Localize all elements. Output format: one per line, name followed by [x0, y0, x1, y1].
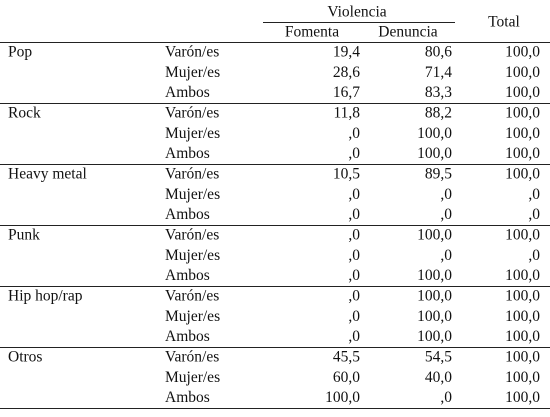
genre: Rock [8, 105, 41, 122]
fomenta-cell: 16,7 [333, 84, 360, 101]
genre: Pop [8, 44, 32, 61]
gender-cell: Ambos [165, 145, 210, 162]
fomenta-cell: 60,0 [333, 369, 360, 386]
fomenta-cell: ,0 [348, 247, 360, 264]
gender-cell: Mujer/es [165, 125, 220, 142]
total-cell: 100,0 [505, 44, 540, 61]
column-header: Denuncia [378, 24, 438, 41]
fomenta-cell: ,0 [348, 186, 360, 203]
total-cell: 100,0 [505, 125, 540, 142]
denuncia-cell: 100,0 [417, 328, 452, 345]
fomenta-cell: ,0 [348, 206, 360, 223]
total-cell: 100,0 [505, 267, 540, 284]
fomenta-cell: 100,0 [325, 389, 360, 406]
denuncia-cell: 80,6 [425, 44, 452, 61]
denuncia-cell: 100,0 [417, 288, 452, 305]
total-cell: 100,0 [505, 227, 540, 244]
gender-cell: Ambos [165, 389, 210, 406]
total-cell: 100,0 [505, 328, 540, 345]
fomenta-cell: ,0 [348, 267, 360, 284]
gender-cell: Varón/es [165, 44, 219, 61]
gender-cell: Mujer/es [165, 247, 220, 264]
total-cell: ,0 [528, 247, 540, 264]
total-cell: 100,0 [505, 369, 540, 386]
fomenta-cell: ,0 [348, 308, 360, 325]
fomenta-cell: 11,8 [333, 105, 360, 122]
gender-cell: Varón/es [165, 105, 219, 122]
denuncia-cell: ,0 [440, 186, 452, 203]
genre: Hip hop/rap [8, 288, 83, 305]
genre: Otros [8, 349, 42, 366]
genre: Punk [8, 227, 40, 244]
denuncia-cell: 100,0 [417, 267, 452, 284]
gender-cell: Varón/es [165, 349, 219, 366]
denuncia-cell: 40,0 [425, 369, 452, 386]
fomenta-cell: ,0 [348, 145, 360, 162]
total-cell: 100,0 [505, 389, 540, 406]
denuncia-cell: 89,5 [425, 166, 452, 183]
genre: Heavy metal [8, 166, 87, 183]
total-cell: 100,0 [505, 84, 540, 101]
fomenta-cell: 19,4 [333, 44, 360, 61]
fomenta-cell: ,0 [348, 328, 360, 345]
gender-cell: Varón/es [165, 288, 219, 305]
gender-cell: Ambos [165, 84, 210, 101]
denuncia-cell: ,0 [440, 206, 452, 223]
gender-cell: Ambos [165, 267, 210, 284]
gender-cell: Mujer/es [165, 186, 220, 203]
total-cell: 100,0 [505, 349, 540, 366]
denuncia-cell: 71,4 [425, 64, 452, 81]
total-cell: ,0 [528, 186, 540, 203]
fomenta-cell: 10,5 [333, 166, 360, 183]
denuncia-cell: 88,2 [425, 105, 452, 122]
denuncia-cell: 100,0 [417, 145, 452, 162]
total-cell: 100,0 [505, 288, 540, 305]
total-cell: 100,0 [505, 166, 540, 183]
column-header: Total [488, 14, 520, 31]
total-cell: ,0 [528, 206, 540, 223]
fomenta-cell: 45,5 [333, 349, 360, 366]
fomenta-cell: ,0 [348, 125, 360, 142]
denuncia-cell: ,0 [440, 389, 452, 406]
denuncia-cell: 100,0 [417, 125, 452, 142]
denuncia-cell: 54,5 [425, 349, 452, 366]
gender-cell: Mujer/es [165, 64, 220, 81]
fomenta-cell: ,0 [348, 288, 360, 305]
group-header: Violencia [327, 4, 386, 21]
gender-cell: Varón/es [165, 166, 219, 183]
total-cell: 100,0 [505, 105, 540, 122]
gender-cell: Ambos [165, 328, 210, 345]
total-cell: 100,0 [505, 308, 540, 325]
total-cell: 100,0 [505, 145, 540, 162]
column-header: Fomenta [285, 24, 339, 41]
gender-cell: Varón/es [165, 227, 219, 244]
fomenta-cell: ,0 [348, 227, 360, 244]
fomenta-cell: 28,6 [333, 64, 360, 81]
total-cell: 100,0 [505, 64, 540, 81]
gender-cell: Ambos [165, 206, 210, 223]
gender-cell: Mujer/es [165, 308, 220, 325]
denuncia-cell: 83,3 [425, 84, 452, 101]
denuncia-cell: ,0 [440, 247, 452, 264]
denuncia-cell: 100,0 [417, 227, 452, 244]
gender-cell: Mujer/es [165, 369, 220, 386]
denuncia-cell: 100,0 [417, 308, 452, 325]
